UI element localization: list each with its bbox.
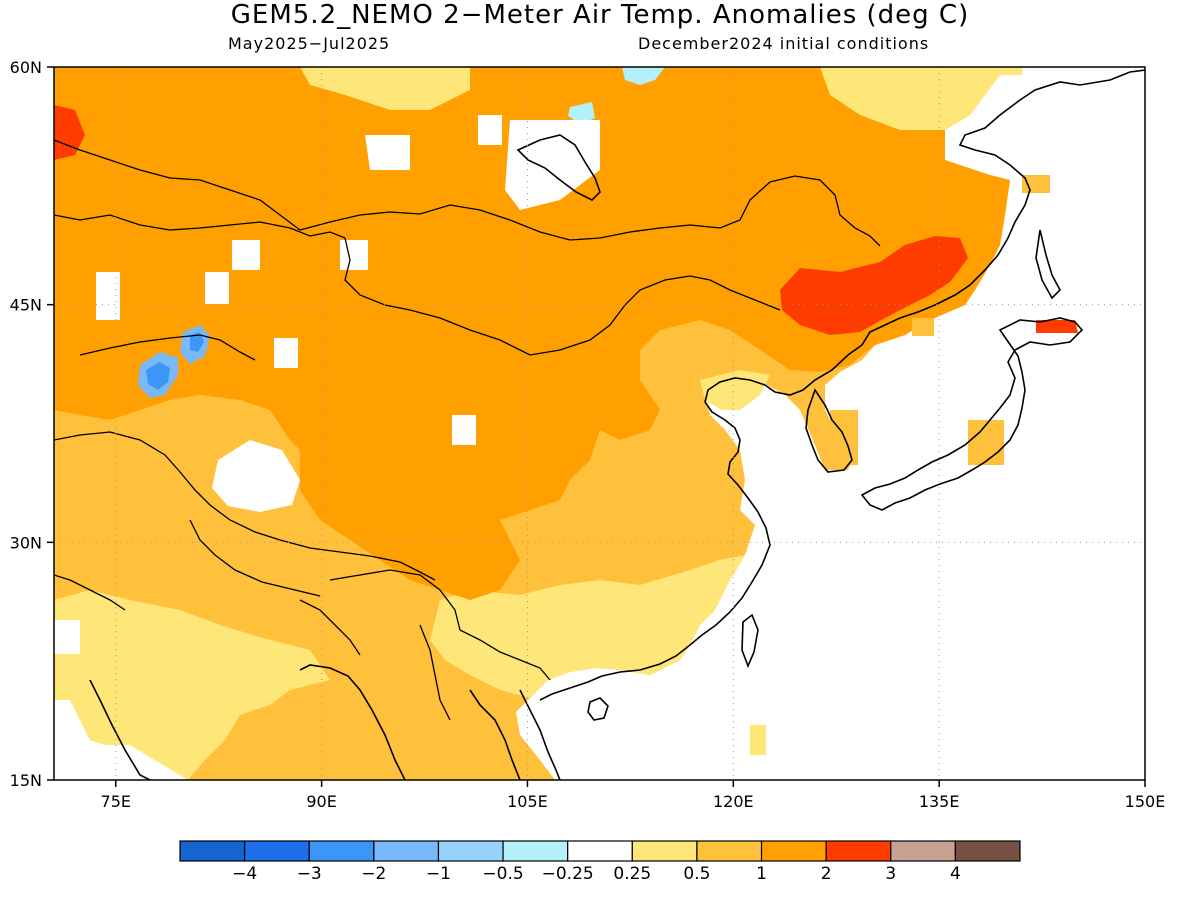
axis-ticks	[47, 66, 1146, 787]
colorbar-swatch	[308, 840, 375, 862]
lon-tick-label: 150E	[1125, 792, 1166, 811]
colorbar-label: 4	[950, 864, 961, 884]
anomaly-field-baikal-neg-2	[568, 102, 595, 124]
colorbar-swatch	[825, 840, 892, 862]
colorbar-swatch	[567, 840, 633, 862]
map-plot-area	[54, 67, 1145, 780]
colorbar-swatch	[437, 840, 504, 862]
colorbar-swatch	[890, 840, 956, 862]
colorbar-label: −0.25	[542, 864, 594, 884]
anomaly-field-taiwan	[750, 725, 766, 755]
nodata-cell-5	[478, 115, 502, 145]
lat-tick-label: 60N	[10, 58, 42, 77]
anomaly-field-hokkaido	[1036, 320, 1078, 333]
map-title: GEM5.2_NEMO 2−Meter Air Temp. Anomalies …	[230, 0, 970, 30]
colorbar-swatch	[373, 840, 440, 862]
anomaly-field-sakhalin	[1022, 175, 1050, 193]
colorbar-label: −2	[361, 864, 386, 884]
anomaly-field-balkhash-core	[190, 332, 204, 352]
anomaly-field-honshu	[968, 420, 1004, 465]
anomaly-field-kyrgyzstan-core	[146, 362, 170, 390]
colorbar-label: −0.5	[482, 864, 523, 884]
lat-tick-label: 15N	[10, 771, 42, 790]
colorbar-swatch	[696, 840, 763, 862]
anomaly-field-india	[54, 590, 330, 780]
anomaly-field-central-asia	[54, 67, 1010, 530]
nodata-cell-3	[340, 240, 368, 270]
lat-tick-label: 30N	[10, 533, 42, 552]
colorbar-swatch	[631, 840, 698, 862]
nodata-cell-hulun	[365, 135, 410, 170]
colorbar-label: 1	[756, 864, 767, 884]
coastlines	[89, 69, 1145, 780]
nodata-cell-2	[274, 338, 298, 368]
colorbar: −4 −3 −2 −1 −0.5 −0.25 0.25 0.5 1 2 3 4	[179, 840, 1021, 884]
colorbar-label: −4	[232, 864, 257, 884]
colorbar-swatch	[244, 840, 310, 862]
anomaly-field-mongolia-north	[300, 67, 470, 110]
anomaly-field-tarim-basin	[212, 440, 300, 512]
colorbar-label: 0.5	[683, 864, 710, 884]
colorbar-label: 2	[821, 864, 832, 884]
colorbar-swatch	[760, 840, 827, 862]
lon-tick-label: 90E	[306, 792, 336, 811]
colorbar-swatch	[179, 840, 246, 862]
nodata-cell-7	[205, 272, 229, 304]
map-frame	[53, 66, 1146, 781]
anomaly-field-kazakhstan	[54, 105, 85, 160]
forecast-period: May2025−Jul2025	[228, 34, 391, 53]
nodata-cell-baikal	[505, 120, 600, 210]
nodata-cell-4	[452, 415, 476, 445]
lat-tick-label: 45N	[10, 296, 42, 315]
anomaly-field-south-china	[430, 555, 745, 698]
colorbar-label: 0.25	[613, 864, 651, 884]
lon-tick-label: 105E	[507, 792, 548, 811]
anomaly-field-baikal-neg	[622, 67, 665, 85]
anomaly-field-vladivostok	[912, 318, 934, 336]
graticule	[54, 67, 1145, 780]
initial-conditions: December2024 initial conditions	[638, 34, 930, 53]
nodata-cell-8	[54, 620, 80, 654]
colorbar-label: 3	[885, 864, 896, 884]
anomaly-field-siberia-east	[820, 67, 1022, 130]
nodata-cell-6	[232, 240, 260, 270]
anomaly-field-manchuria	[780, 236, 968, 335]
lon-tick-label: 120E	[713, 792, 754, 811]
anomaly-field-tibet	[300, 400, 520, 600]
nodata-cell-1	[96, 272, 120, 320]
axis-labels: 75E 90E 105E 120E 135E 150E 60N 45N 30N 15N	[10, 58, 1166, 811]
colorbar-label: −1	[426, 864, 451, 884]
colorbar-swatch	[954, 840, 1021, 862]
colorbar-label: −3	[297, 864, 322, 884]
lon-tick-label: 75E	[101, 792, 131, 811]
colorbar-swatch	[502, 840, 569, 862]
lon-tick-label: 135E	[919, 792, 960, 811]
country-borders	[54, 139, 881, 721]
